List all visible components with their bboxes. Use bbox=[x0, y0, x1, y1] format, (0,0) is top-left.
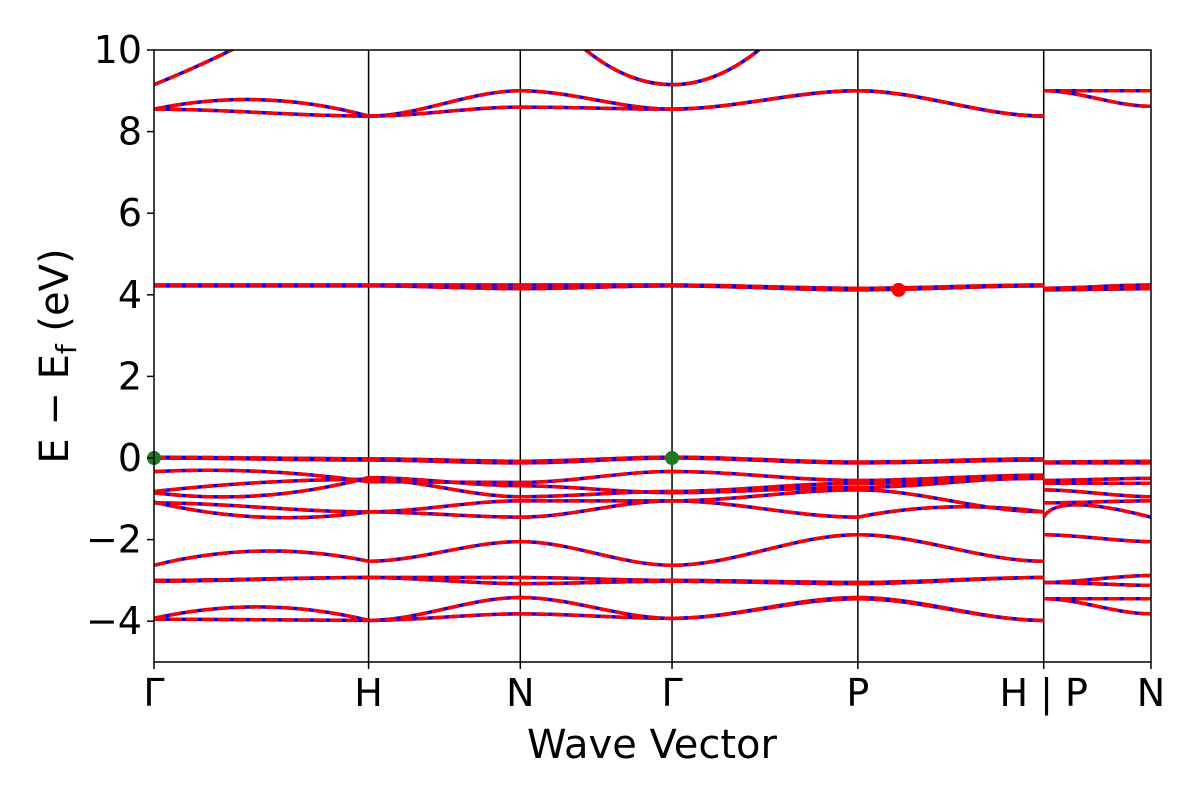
band-line-dashed bbox=[672, 597, 858, 621]
band-line-dashed bbox=[857, 89, 1044, 118]
x-tick-label: H bbox=[354, 671, 383, 715]
band-line-dashed bbox=[1043, 532, 1151, 544]
band-line-dashed bbox=[368, 479, 521, 485]
band-line-dashed bbox=[857, 283, 1044, 291]
band-line-dashed bbox=[1043, 597, 1151, 616]
bands bbox=[154, 50, 1151, 623]
x-tick-label: Γ bbox=[661, 671, 682, 715]
band-line-dashed bbox=[368, 612, 521, 623]
markers bbox=[147, 282, 906, 465]
plot-frame bbox=[153, 49, 1152, 663]
x-tick-label: N bbox=[506, 671, 534, 715]
band-line-dashed bbox=[857, 457, 1044, 464]
band-line-dashed bbox=[672, 488, 858, 503]
band-line-dashed bbox=[857, 473, 1044, 483]
band-line-dashed bbox=[154, 107, 369, 118]
band-line-dashed bbox=[1043, 488, 1151, 499]
x-tick-label: H | P bbox=[999, 671, 1087, 716]
band-line-dashed bbox=[368, 499, 521, 514]
y-tick-label: −2 bbox=[86, 518, 142, 562]
band-line-dashed bbox=[154, 575, 369, 583]
valence-band-maximum-marker bbox=[665, 451, 680, 465]
band-line-dashed bbox=[672, 283, 858, 291]
band-line-dashed bbox=[154, 455, 369, 461]
y-axis: −4 −2 0 2 4 6 8 10 bbox=[86, 28, 154, 643]
band-line-dashed bbox=[154, 475, 370, 499]
band-line-dashed bbox=[582, 50, 762, 87]
plot-background bbox=[154, 50, 1151, 662]
band-line-dashed bbox=[154, 617, 369, 623]
band-line-dashed bbox=[857, 476, 1044, 486]
band-line-dashed bbox=[368, 539, 521, 563]
band-line-dashed bbox=[368, 105, 521, 118]
x-axis-label: Wave Vector bbox=[527, 722, 778, 768]
band-line-dashed bbox=[1043, 580, 1151, 588]
y-tick-label: 10 bbox=[94, 28, 142, 72]
band-line-dashed bbox=[520, 489, 673, 499]
band-line-dashed bbox=[154, 97, 370, 118]
band-line-dashed bbox=[520, 539, 673, 568]
band-line-dashed bbox=[1043, 283, 1151, 291]
band-line-dashed bbox=[672, 481, 858, 494]
x-axis: Γ H N Γ P H | P N bbox=[143, 662, 1165, 716]
band-line-dashed bbox=[368, 575, 521, 586]
band-line-dashed bbox=[520, 105, 673, 111]
band-line-dashed bbox=[857, 575, 1044, 586]
conduction-band-minimum-marker bbox=[891, 282, 906, 297]
band-line-dashed bbox=[154, 500, 369, 520]
band-line-dashed bbox=[857, 488, 1044, 514]
band-line-dashed bbox=[154, 468, 369, 484]
band-line-dashed bbox=[520, 579, 673, 586]
y-tick-label: 6 bbox=[118, 191, 142, 235]
band-line-dashed bbox=[154, 477, 369, 494]
band-line-dashed bbox=[154, 605, 370, 623]
x-tick-label: Γ bbox=[143, 671, 164, 715]
y-tick-label: 2 bbox=[118, 354, 142, 398]
band-line-dashed bbox=[672, 469, 858, 483]
band-line-dashed bbox=[672, 532, 858, 568]
band-line-dashed bbox=[520, 455, 673, 464]
band-line-dashed bbox=[857, 532, 1044, 563]
y-tick-label: 4 bbox=[118, 273, 142, 317]
band-line-dashed bbox=[672, 89, 858, 111]
band-line-dashed bbox=[368, 457, 521, 464]
band-line-dashed bbox=[672, 579, 858, 586]
x-tick-label: P bbox=[846, 671, 869, 715]
y-tick-label: 0 bbox=[118, 436, 142, 480]
band-line-dashed bbox=[857, 597, 1044, 623]
band-line-dashed bbox=[1043, 89, 1151, 109]
band-line-dashed bbox=[1042, 503, 1151, 519]
band-line-dashed bbox=[672, 455, 858, 464]
band-line-dashed bbox=[520, 469, 673, 485]
band-line-dashed bbox=[368, 477, 521, 499]
band-line-dashed bbox=[154, 549, 369, 568]
y-axis-label: E − Ef (eV) bbox=[32, 248, 83, 463]
band-line-dashed bbox=[154, 50, 236, 87]
band-line-dashed bbox=[520, 612, 673, 621]
y-tick-label: 8 bbox=[118, 110, 142, 154]
band-line-dashed bbox=[1043, 459, 1151, 464]
band-line-dashed bbox=[154, 501, 369, 514]
x-tick-label: N bbox=[1137, 671, 1165, 715]
band-line-dashed bbox=[1043, 476, 1151, 483]
band-line-dashed bbox=[1043, 499, 1151, 505]
y-tick-label: −4 bbox=[86, 599, 142, 643]
